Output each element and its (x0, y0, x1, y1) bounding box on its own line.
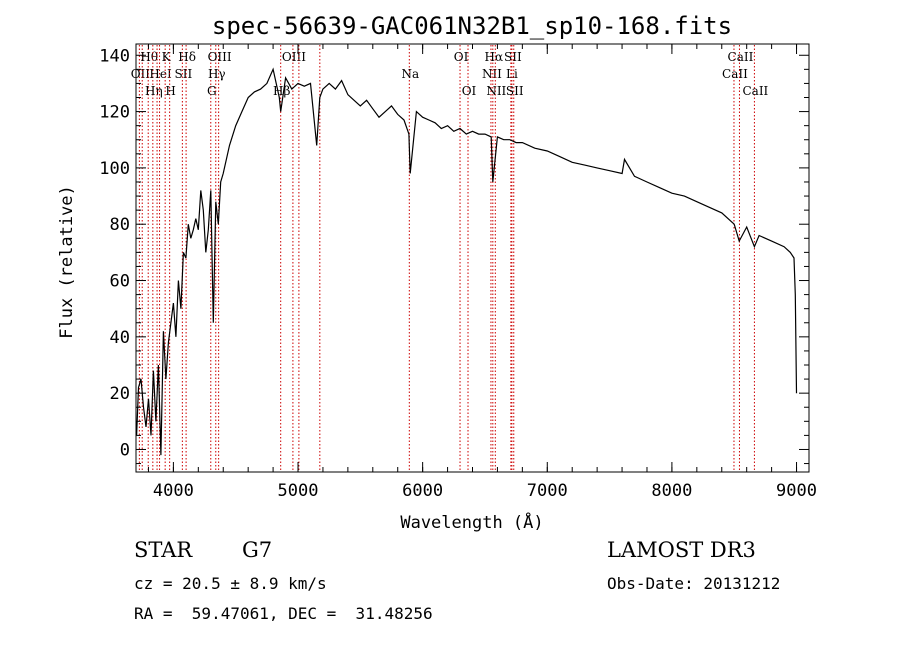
chart-title: spec-56639-GAC061N32B1_sp10-168.fits (212, 12, 732, 40)
line-marker-label-21: Hα (485, 50, 504, 64)
x-tick-label-0: 4000 (153, 481, 194, 501)
y-tick-label-7: 140 (99, 46, 130, 66)
x-tick-label-3: 7000 (527, 481, 568, 501)
y-tick-label-6: 120 (99, 103, 130, 123)
line-marker-label-12: OIII (208, 50, 232, 64)
line-marker-label-27: CaII (728, 50, 754, 64)
x-tick-label-1: 5000 (278, 481, 319, 501)
y-tick-label-0: 0 (120, 440, 130, 460)
line-marker-label-24: SII (504, 50, 522, 64)
line-marker-label-11: Hγ (208, 67, 226, 81)
line-marker-label-6: K (162, 50, 172, 64)
line-marker-label-3: Hη (145, 84, 163, 98)
line-marker-label-18: OI (454, 50, 469, 64)
line-marker-label-13: Hβ (273, 84, 290, 98)
y-tick-label-3: 60 (110, 272, 130, 292)
spectrum-line (136, 67, 798, 456)
redshift-velocity: cz = 20.5 ± 8.9 km/s (134, 574, 327, 593)
object-subclass: G7 (242, 538, 273, 562)
line-marker-label-7: H (165, 84, 175, 98)
line-marker-label-25: SII (506, 84, 524, 98)
x-axis: 4000 5000 6000 7000 8000 9000 (147, 44, 817, 501)
y-tick-label-4: 80 (110, 215, 130, 235)
x-tick-label-4: 8000 (651, 481, 692, 501)
line-marker-label-28: CaII (742, 84, 768, 98)
line-marker-label-20: NII (482, 67, 502, 81)
line-marker-label-5: HeI (149, 67, 172, 81)
line-marker-label-10: G (207, 84, 217, 98)
line-marker-label-14: OIII (282, 50, 306, 64)
y-tick-label-2: 40 (110, 328, 130, 348)
x-axis-label: Wavelength (Å) (400, 511, 543, 533)
line-markers: OIIHθHηHeIKHSIIHδGHγOIIIHβOIIINaOIOINIIH… (131, 45, 769, 471)
line-marker-label-17: Na (401, 67, 419, 81)
x-tick-label-2: 6000 (402, 481, 443, 501)
line-marker-label-22: NII (486, 84, 506, 98)
line-marker-label-8: SII (175, 67, 193, 81)
observation-date: Obs-Date: 20131212 (607, 574, 781, 593)
coordinates: RA = 59.47061, DEC = 31.48256 (134, 604, 433, 623)
plot-frame (135, 43, 810, 473)
x-tick-label-5: 9000 (776, 481, 817, 501)
line-marker-label-9: Hδ (178, 50, 196, 64)
object-class: STAR (134, 538, 193, 562)
y-tick-label-5: 100 (99, 159, 130, 179)
y-axis: 0 20 40 60 80 100 120 140 (99, 46, 809, 465)
line-marker-label-19: OI (462, 84, 477, 98)
survey-name: LAMOST DR3 (607, 538, 756, 562)
y-tick-label-1: 20 (110, 384, 130, 404)
line-marker-label-26: CaII (722, 67, 748, 81)
line-marker-label-2: Hθ (140, 50, 158, 64)
y-axis-label: Flux (relative) (57, 185, 77, 339)
